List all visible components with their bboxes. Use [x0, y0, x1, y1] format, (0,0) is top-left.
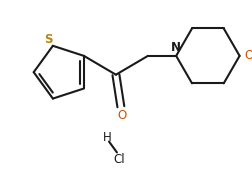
Text: Cl: Cl [113, 153, 124, 166]
Text: O: O [117, 109, 126, 122]
Text: O: O [243, 49, 252, 62]
Text: H: H [102, 131, 111, 144]
Text: S: S [44, 33, 53, 46]
Text: N: N [171, 41, 180, 54]
